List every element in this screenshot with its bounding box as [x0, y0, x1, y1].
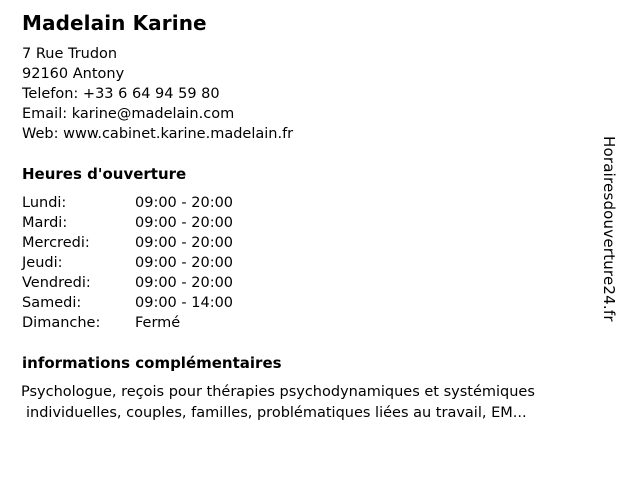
address-line-1: 7 Rue Trudon — [22, 46, 118, 62]
table-row: Dimanche: Fermé — [22, 313, 233, 333]
address-line-2: 92160 Antony — [22, 66, 125, 82]
table-row: Jeudi: 09:00 - 20:00 — [22, 253, 233, 273]
table-row: Samedi: 09:00 - 14:00 — [22, 293, 233, 313]
hours-time-value: 09:00 - 20:00 — [135, 195, 234, 211]
opening-hours-heading: Heures d'ouverture — [22, 165, 187, 183]
hours-time-value: Fermé — [135, 315, 181, 331]
hours-time-value: 09:00 - 20:00 — [135, 235, 234, 251]
additional-info-line-2: individuelles, couples, familles, problé… — [26, 405, 527, 421]
contact-details: 7 Rue Trudon 92160 Antony Telefon: +33 6… — [22, 44, 293, 144]
source-watermark: Horairesdouverture24.fr — [600, 136, 618, 322]
hours-time-value: 09:00 - 14:00 — [135, 295, 234, 311]
additional-info-heading: informations complémentaires — [22, 354, 282, 372]
table-row: Mardi: 09:00 - 20:00 — [22, 213, 233, 233]
hours-time-value: 09:00 - 20:00 — [135, 215, 234, 231]
hours-time-value: 09:00 - 20:00 — [135, 275, 234, 291]
phone-line: Telefon: +33 6 64 94 59 80 — [22, 86, 220, 102]
table-row: Vendredi: 09:00 - 20:00 — [22, 273, 233, 293]
hours-day-label: Mercredi: — [22, 235, 90, 251]
additional-info-text: Psychologue, reçois pour thérapies psych… — [21, 382, 640, 424]
table-row: Mercredi: 09:00 - 20:00 — [22, 233, 233, 253]
hours-day-label: Jeudi: — [22, 255, 63, 271]
email-line: Email: karine@madelain.com — [22, 106, 235, 122]
hours-time-value: 09:00 - 20:00 — [135, 255, 234, 271]
business-name-title: Madelain Karine — [22, 11, 207, 35]
website-line: Web: www.cabinet.karine.madelain.fr — [22, 126, 294, 142]
hours-day-label: Vendredi: — [22, 275, 91, 291]
hours-day-label: Dimanche: — [22, 315, 101, 331]
hours-day-label: Mardi: — [22, 215, 68, 231]
hours-day-label: Samedi: — [22, 295, 82, 311]
opening-hours-table: Lundi: 09:00 - 20:00 Mardi: 09:00 - 20:0… — [22, 193, 233, 333]
table-row: Lundi: 09:00 - 20:00 — [22, 193, 233, 213]
additional-info-line-1: Psychologue, reçois pour thérapies psych… — [21, 384, 535, 400]
hours-day-label: Lundi: — [22, 195, 67, 211]
